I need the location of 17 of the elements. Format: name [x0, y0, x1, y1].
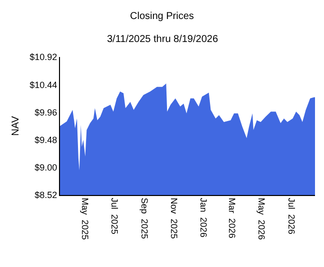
y-tick-label: $9.96	[34, 107, 58, 118]
chart-title: Closing Prices	[130, 11, 194, 22]
y-tick-label: $10.44	[30, 80, 58, 90]
y-tick-label: $9.00	[34, 162, 58, 173]
x-tick-label: Nov 2025	[169, 198, 180, 239]
x-tick-label: May 2026	[256, 198, 267, 240]
y-tick-label: $10.92	[30, 52, 58, 62]
x-tick-label: Sep 2025	[139, 198, 150, 239]
x-tick-label: Jul 2025	[109, 198, 120, 234]
x-tick-label: Jan 2026	[198, 198, 209, 238]
chart-subtitle: 3/11/2025 thru 8/19/2026	[107, 34, 218, 45]
x-tick-label: Jul 2026	[286, 198, 296, 234]
y-tick-label: $8.52	[34, 190, 58, 200]
y-tick-label: $9.48	[34, 134, 58, 145]
y-axis-title: NAV	[10, 116, 22, 136]
x-tick-label: Mar 2026	[227, 198, 238, 238]
x-tick-label: May 2025	[80, 198, 90, 240]
